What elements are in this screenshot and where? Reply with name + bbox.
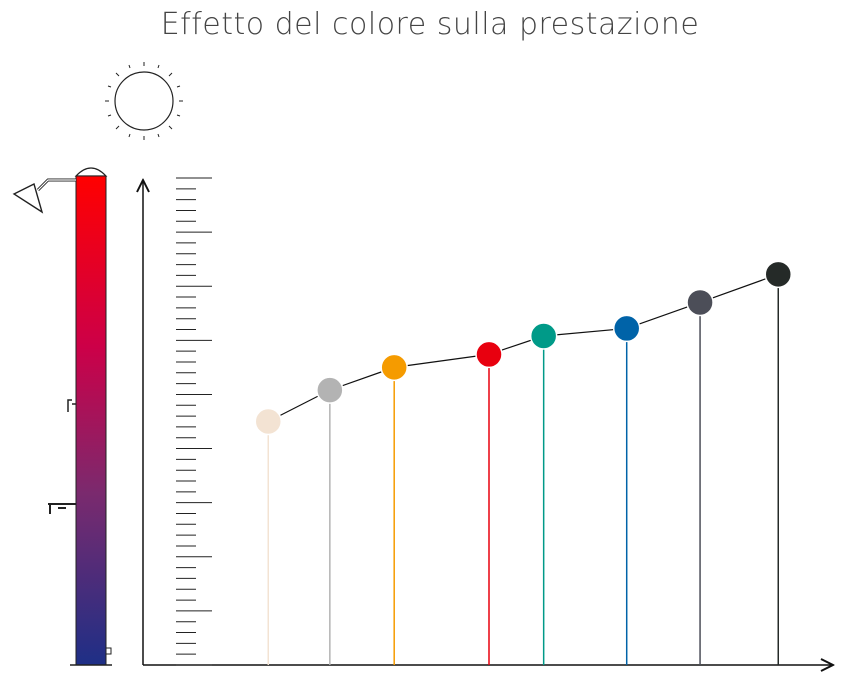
point [529, 322, 558, 350]
sun-icon [105, 62, 183, 140]
point [254, 407, 283, 436]
point [316, 376, 344, 404]
point [475, 340, 503, 369]
point [380, 353, 408, 382]
point [764, 260, 793, 289]
point [612, 314, 641, 343]
shower-illustration [12, 167, 112, 666]
chart-title: Effetto del colore sulla prestazione [161, 7, 700, 42]
point [686, 288, 714, 317]
